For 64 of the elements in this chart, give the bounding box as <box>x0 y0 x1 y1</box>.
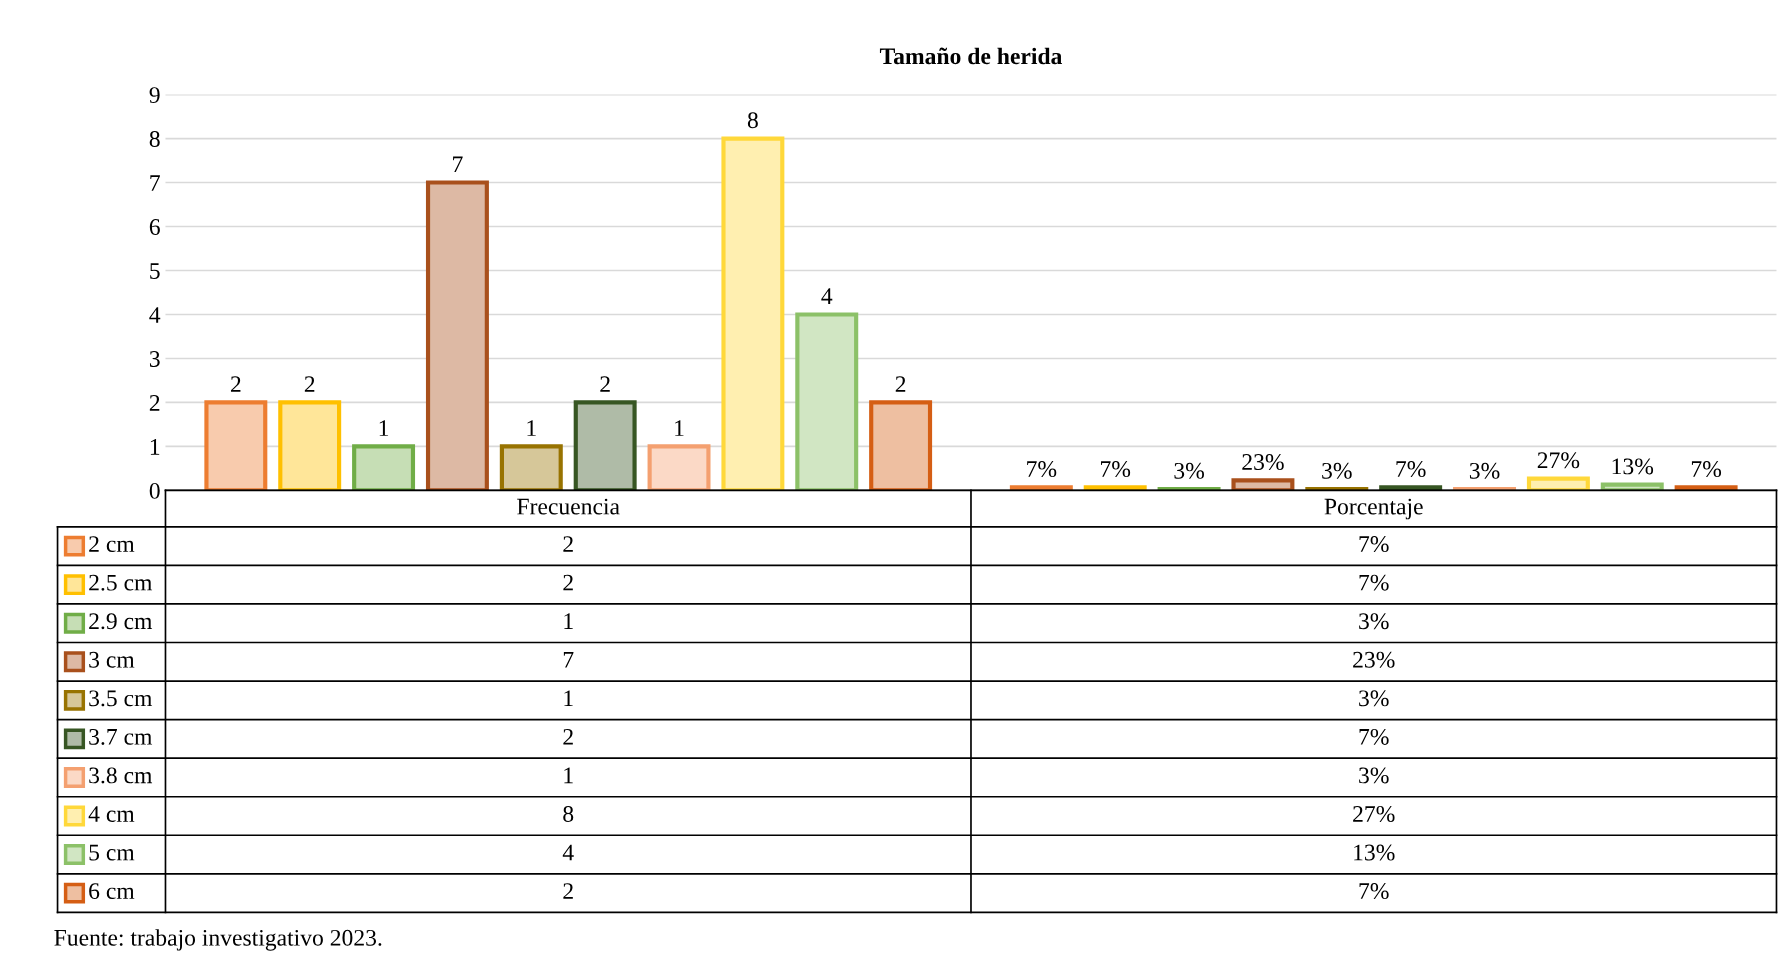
data-label: 8 <box>563 805 574 822</box>
source-note: Fuente: trabajo investigativo 2023. <box>54 929 382 951</box>
chart-title: Tamaño de herida <box>879 47 1063 65</box>
data-label: 3% <box>1359 690 1389 707</box>
data-label: 7% <box>1359 883 1389 900</box>
legend-label: 2.5 cm <box>89 574 153 591</box>
x-tick-label: Porcentaje <box>1324 498 1423 520</box>
text: 7% <box>1101 461 1131 478</box>
text: 3% <box>1469 462 1500 479</box>
data-label: 7% <box>1359 728 1389 745</box>
y-tick-label: 6 <box>149 219 160 235</box>
y-tick-label: 0 <box>149 482 160 499</box>
text: 7% <box>1027 461 1057 478</box>
text: 7% <box>1691 461 1722 478</box>
text: 3% <box>1322 462 1352 479</box>
data-label: 3% <box>1359 613 1389 630</box>
data-label: 2 <box>563 728 573 745</box>
legend-label: 3.7 cm <box>89 728 153 745</box>
legend-label: 6 cm <box>89 883 135 900</box>
y-tick-label: 2 <box>149 395 160 411</box>
text: 27% <box>1537 452 1580 469</box>
text: 2 <box>230 376 241 392</box>
y-tick-label: 5 <box>150 263 160 279</box>
text: 3% <box>1174 462 1204 479</box>
text: 1 <box>675 420 684 436</box>
y-tick-label: 1 <box>150 439 160 455</box>
data-label: 7% <box>1359 574 1389 591</box>
data-label: 1 <box>564 690 573 707</box>
text: 4 <box>821 288 833 304</box>
y-tick-label: 3 <box>149 351 160 367</box>
legend-label: 3.5 cm <box>89 690 153 707</box>
data-label: 2 <box>563 883 573 899</box>
data-label: 4 <box>562 844 574 861</box>
legend-label: 2.9 cm <box>89 613 153 630</box>
legend-label: 4 cm <box>88 806 135 822</box>
data-label: 1 <box>564 767 573 784</box>
y-tick-label: 7 <box>150 175 160 191</box>
text: 2 <box>895 376 906 392</box>
x-tick-label: Frecuencia <box>517 498 620 515</box>
data-label: 7% <box>1359 536 1389 553</box>
text: 8 <box>747 112 758 129</box>
data-label: 27% <box>1353 805 1395 822</box>
legend-label: 3 cm <box>89 651 135 668</box>
data-label: 13% <box>1354 844 1395 861</box>
legend-label: 3.8 cm <box>89 767 153 784</box>
text: 2 <box>600 376 610 392</box>
legend-label: 5 cm <box>89 844 135 861</box>
y-tick-label: 9 <box>149 87 160 103</box>
data-label: 7 <box>563 652 574 668</box>
text: 7 <box>453 156 463 172</box>
legend-label: 2 cm <box>89 536 135 553</box>
data-label: 1 <box>564 613 573 629</box>
text: 1 <box>527 420 536 436</box>
data-label: 23% <box>1353 651 1395 668</box>
data-label: 2 <box>563 536 573 552</box>
data-label: 3% <box>1359 767 1389 784</box>
text: 13% <box>1612 458 1654 475</box>
text: 23% <box>1242 454 1284 471</box>
y-tick-label: 8 <box>149 131 160 147</box>
text: 7% <box>1396 461 1426 478</box>
text: 2 <box>304 376 315 392</box>
data-label: 2 <box>563 574 573 591</box>
text: 1 <box>379 420 389 436</box>
y-tick-label: 4 <box>149 307 161 323</box>
